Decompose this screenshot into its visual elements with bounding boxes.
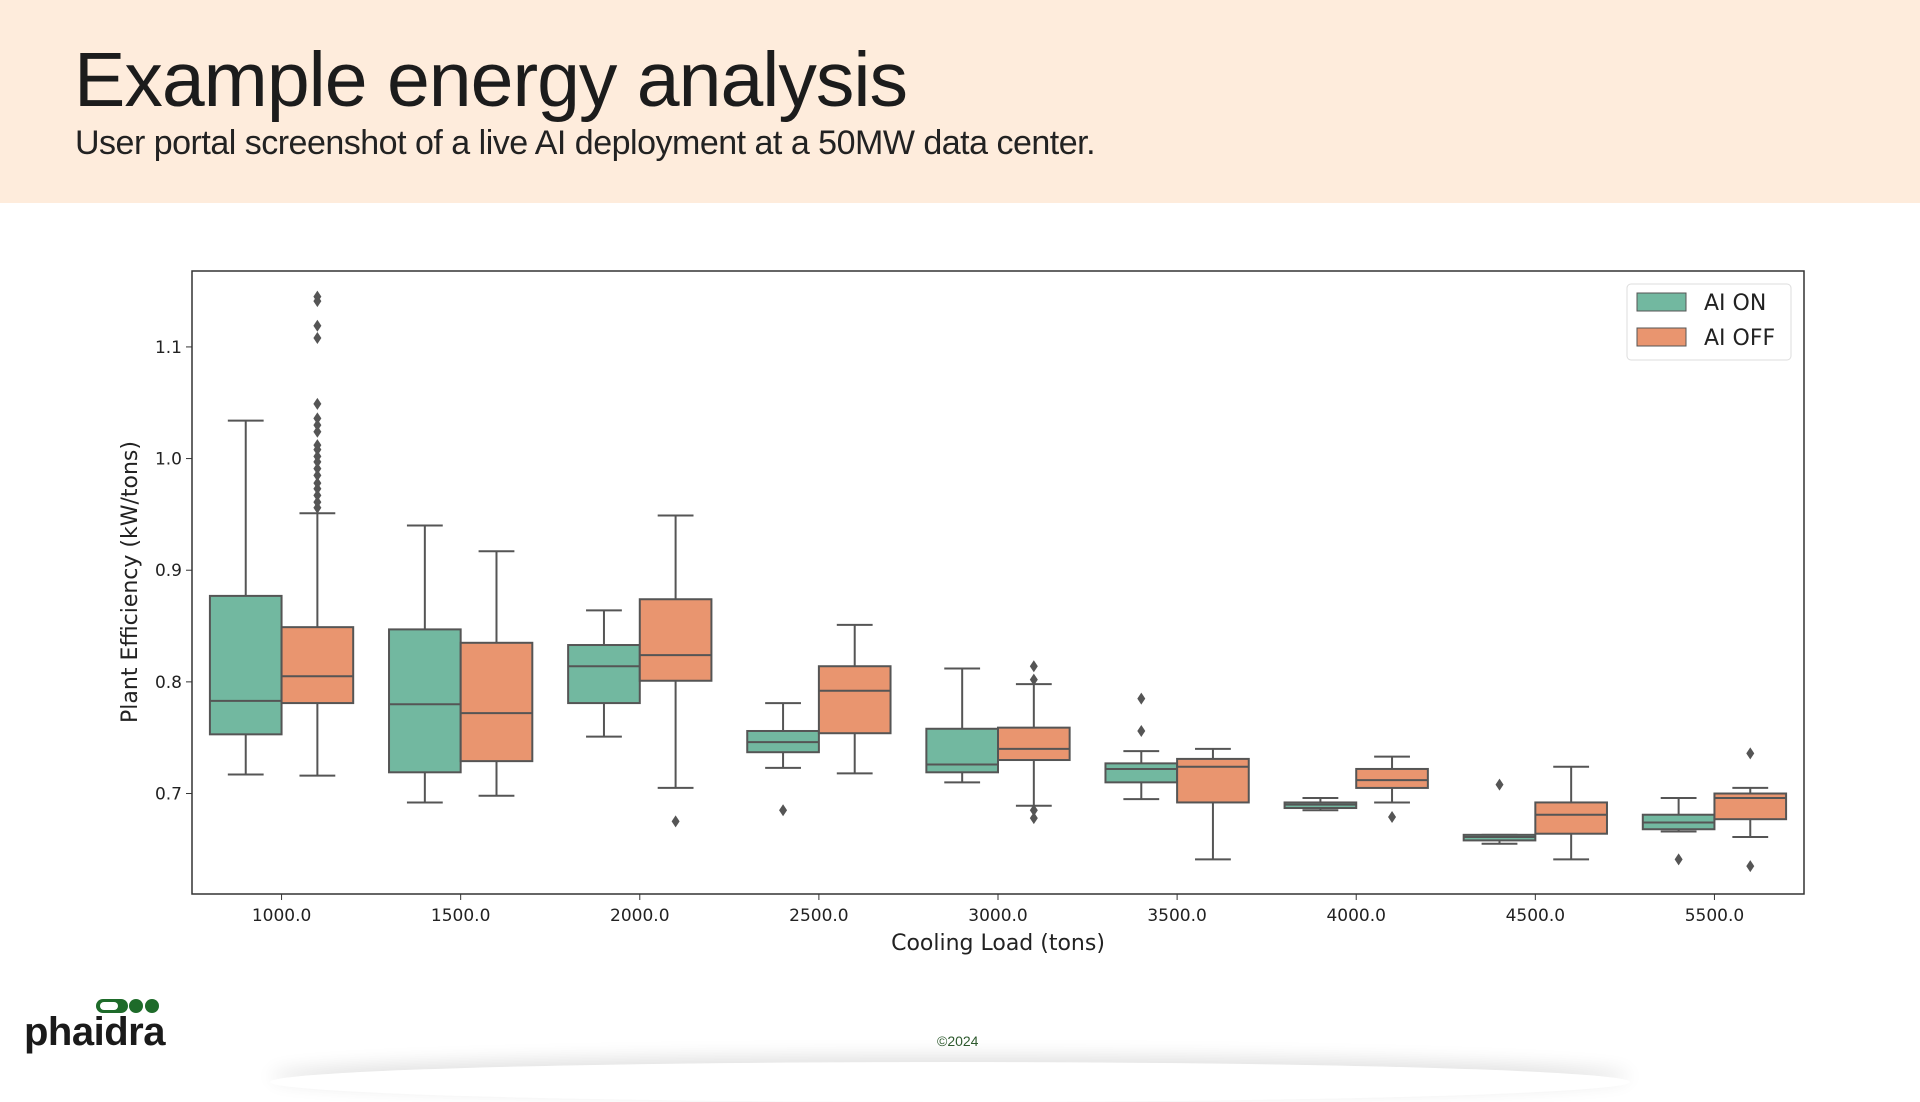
box-iqr (208, 594, 283, 736)
box-iqr (1104, 762, 1179, 784)
outlier-point (313, 425, 322, 438)
box-iqr (817, 665, 892, 735)
x-tick-label: 5500.0 (1685, 906, 1744, 926)
outlier-point (313, 462, 322, 475)
legend-label-ai-on: AI ON (1704, 291, 1766, 316)
page-subtitle: User portal screenshot of a live AI depl… (75, 124, 1096, 162)
outlier-point (313, 450, 322, 463)
legend: AI ON AI OFF (1626, 283, 1792, 361)
box-ai-off (280, 290, 355, 777)
box-iqr (1355, 767, 1429, 789)
box-ai-off (1355, 755, 1429, 823)
box-ai-on (1641, 796, 1716, 866)
outlier-point (1746, 747, 1755, 760)
box-iqr (638, 598, 713, 682)
outlier-point (313, 290, 322, 303)
y-tick-label: 0.9 (155, 561, 182, 581)
x-tick-label: 1500.0 (431, 906, 490, 926)
box-ai-on (567, 609, 641, 738)
bottom-shadow (270, 1062, 1630, 1102)
outlier-point (313, 496, 322, 509)
box-ai-off (1534, 765, 1608, 861)
outlier-point (313, 412, 322, 425)
plot-frame (191, 270, 1805, 895)
legend-label-ai-off: AI OFF (1704, 326, 1775, 351)
outlier-point (1029, 673, 1038, 686)
box-ai-off (459, 550, 534, 797)
box-iqr (1176, 757, 1250, 804)
legend-swatch-ai-off (1636, 327, 1687, 347)
box-plot-chart: 0.7 0.8 0.9 1.0 1.1 1000.0 1500.0 2000.0 2500.0… (118, 270, 1805, 956)
box-ai-off (638, 514, 713, 828)
outlier-point (1495, 778, 1504, 791)
page-title: Example energy analysis (74, 37, 908, 123)
x-tick-label: 2500.0 (789, 906, 848, 926)
box-ai-off (1176, 747, 1250, 861)
box-ai-off (1713, 747, 1788, 873)
copyright: ©2024 (937, 1033, 979, 1049)
box-ai-on (388, 524, 462, 804)
outlier-point (671, 815, 680, 828)
box-iqr (925, 727, 999, 774)
y-tick-label: 1.0 (155, 450, 182, 470)
outlier-point (1029, 660, 1038, 673)
y-axis-label: Plant Efficiency (kW/tons) (118, 441, 143, 723)
outlier-point (313, 419, 322, 432)
outlier-point (1137, 724, 1146, 737)
outlier-point (313, 477, 322, 490)
outlier-point (1137, 692, 1146, 705)
box-iqr (388, 628, 462, 774)
x-tick-label: 1000.0 (252, 906, 311, 926)
outlier-point (1029, 804, 1038, 817)
box-iqr (997, 726, 1071, 762)
box-ai-off (997, 660, 1071, 825)
outlier-point (1674, 853, 1683, 866)
legend-swatch-ai-on (1636, 292, 1687, 312)
y-tick-label: 0.7 (155, 785, 182, 805)
outlier-point (313, 397, 322, 410)
x-tick-label: 2000.0 (610, 906, 669, 926)
logo-dots-icon (96, 999, 159, 1013)
outlier-point (313, 331, 322, 344)
x-tick-label: 4500.0 (1506, 906, 1565, 926)
box-ai-on (1462, 778, 1537, 845)
box-ai-on (1283, 796, 1358, 812)
box-ai-on (1104, 692, 1179, 801)
box-iqr (1534, 801, 1608, 835)
phaidra-logo: phaidra (24, 998, 174, 1058)
outlier-point (313, 489, 322, 502)
y-tick-label: 1.1 (155, 338, 182, 358)
outlier-point (313, 439, 322, 452)
box-iqr (567, 644, 641, 705)
outlier-point (779, 804, 788, 817)
y-tick-label: 0.8 (155, 673, 182, 693)
outlier-point (313, 469, 322, 482)
box-ai-on (746, 702, 820, 817)
outlier-point (313, 319, 322, 332)
x-tick-label: 4000.0 (1326, 906, 1385, 926)
outlier-point (1746, 860, 1755, 873)
x-tick-label: 3500.0 (1147, 906, 1206, 926)
outlier-point (1029, 812, 1038, 825)
box-iqr (459, 641, 534, 763)
header-banner: Example energy analysis User portal scre… (0, 0, 1920, 203)
x-tick-label: 3000.0 (968, 906, 1027, 926)
outlier-point (1388, 810, 1397, 823)
box-iqr (280, 626, 355, 705)
box-ai-off (817, 623, 892, 775)
x-axis-label: Cooling Load (tons) (891, 931, 1105, 956)
